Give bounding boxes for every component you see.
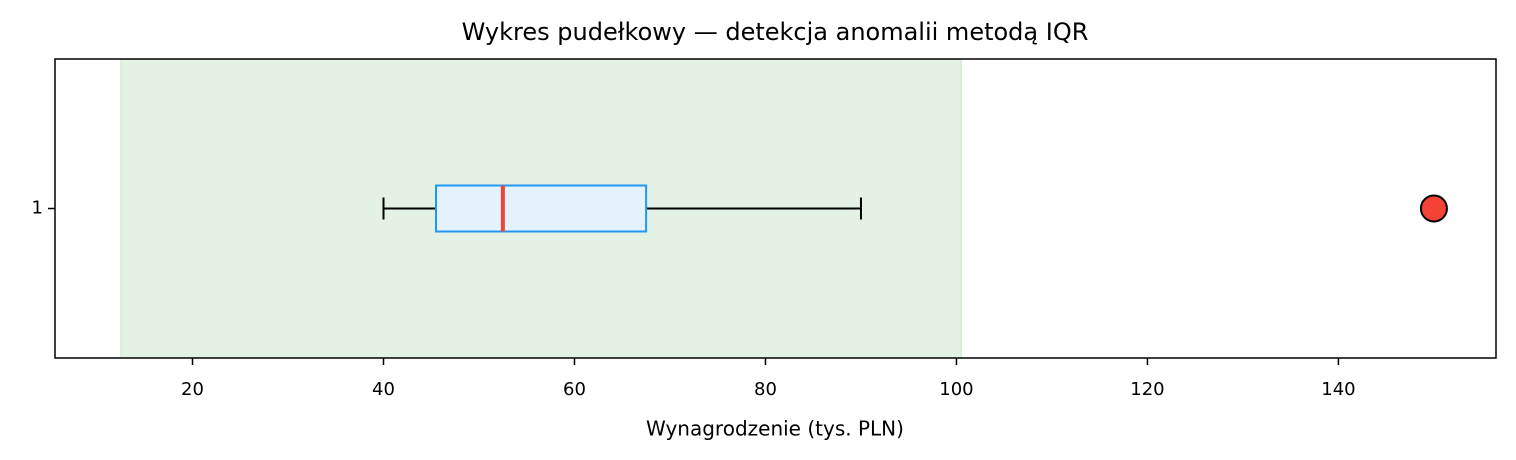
- outlier: [1419, 194, 1448, 223]
- x-tick-label: 60: [563, 379, 586, 400]
- chart-title: Wykres pudełkowy — detekcja anomalii met…: [462, 18, 1089, 46]
- x-tick-label: 20: [181, 379, 204, 400]
- x-tick-label: 40: [372, 379, 395, 400]
- box: [435, 184, 648, 233]
- x-axis-label: Wynagrodzenie (tys. PLN): [646, 417, 904, 441]
- plot-frame: [54, 58, 1497, 359]
- x-tick-label: 100: [939, 379, 973, 400]
- x-tick-label: 140: [1321, 379, 1355, 400]
- x-tick-label: 80: [754, 379, 777, 400]
- x-tick-label: 120: [1130, 379, 1164, 400]
- y-tick-label: 1: [32, 198, 43, 219]
